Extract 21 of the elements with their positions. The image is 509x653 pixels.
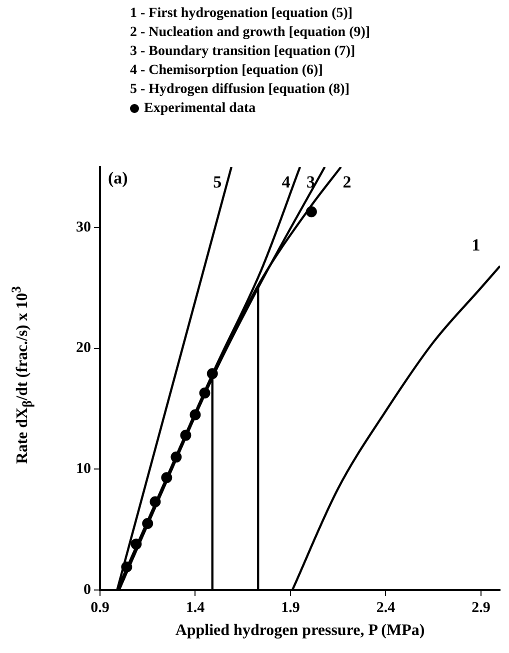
chart-title: (a) xyxy=(108,168,128,188)
y-tick-label: 30 xyxy=(76,219,91,236)
legend-label: Experimental data xyxy=(144,100,256,118)
x-tick-label: 1.4 xyxy=(186,600,206,616)
text: 2 - Nucleation and growth [equation (9)] xyxy=(130,24,370,42)
y-tick-label: 0 xyxy=(84,582,91,598)
text: 4 - Chemisorption [equation (6)] xyxy=(130,62,324,80)
x-tick-label: 2.4 xyxy=(376,600,396,616)
y-tick-label: 10 xyxy=(76,461,91,478)
x-tick-label: 0.9 xyxy=(90,600,110,616)
text: 3 - Boundary transition [equation (7)] xyxy=(130,43,356,61)
series-label: 5 xyxy=(213,172,222,192)
x-tick-label: 2.9 xyxy=(472,600,490,616)
series-label: 4 xyxy=(282,172,291,192)
text: 5 - Hydrogen diffusion [equation (8)] xyxy=(130,81,350,99)
series-label: 1 xyxy=(472,235,480,254)
x-tick-label: 1.9 xyxy=(281,600,300,616)
text: 1 - First hydrogenation [equation (5)] xyxy=(130,5,354,23)
y-tick-label: 20 xyxy=(76,340,91,356)
x-axis-title: Applied hydrogen pressure, P (MPa) xyxy=(174,622,426,640)
series-label: 2 xyxy=(342,172,352,192)
